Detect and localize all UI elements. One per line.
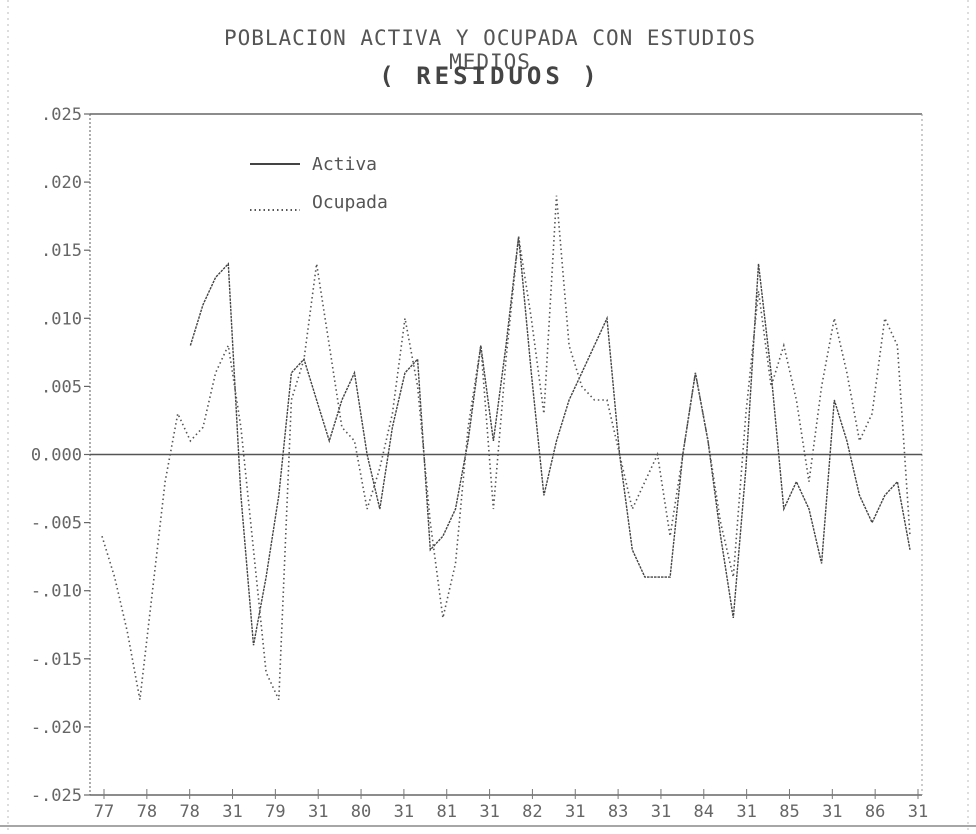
y-tick-label: .015 [41,241,82,261]
x-tick-label: 77 [94,802,114,822]
y-tick-label: .025 [41,105,82,125]
legend-label-ocupada: Ocupada [312,192,388,213]
x-tick-label: 31 [651,802,671,822]
x-tick-label: 81 [436,802,456,822]
x-tick-label: 31 [822,802,842,822]
y-tick-label: -.025 [31,786,82,806]
x-tick-label: 78 [179,802,199,822]
x-tick-label: 83 [608,802,628,822]
y-tick-label: -.005 [31,514,82,534]
x-tick-label: 79 [265,802,285,822]
y-tick-label: -.020 [31,718,82,738]
x-tick-label: 84 [694,802,714,822]
y-tick-label: -.015 [31,650,82,670]
x-tick-label: 86 [865,802,885,822]
x-tick-label: 31 [736,802,756,822]
series-line-ocupada [101,195,911,701]
x-tick-label: 31 [222,802,242,822]
y-tick-label: -.010 [31,582,82,602]
x-tick-label: 78 [137,802,157,822]
x-tick-label: 85 [779,802,799,822]
y-tick-label: .005 [41,377,82,397]
y-tick-label: 0.000 [31,446,82,466]
x-tick-label: 31 [394,802,414,822]
x-tick-label: 82 [522,802,542,822]
chart-title: POBLACION ACTIVA Y OCUPADA CON ESTUDIOS … [223,26,757,74]
chart-subtitle: ( RESIDUOS ) [379,62,601,90]
y-tick-label: .010 [41,309,82,329]
legend-label-activa: Activa [312,154,377,175]
y-tick-label: .020 [41,173,82,193]
x-tick-label: 80 [351,802,371,822]
x-tick-label: 31 [565,802,585,822]
x-tick-label: 31 [479,802,499,822]
x-tick-label: 31 [308,802,328,822]
x-tick-label: 31 [908,802,928,822]
series-line-activa [189,236,911,646]
